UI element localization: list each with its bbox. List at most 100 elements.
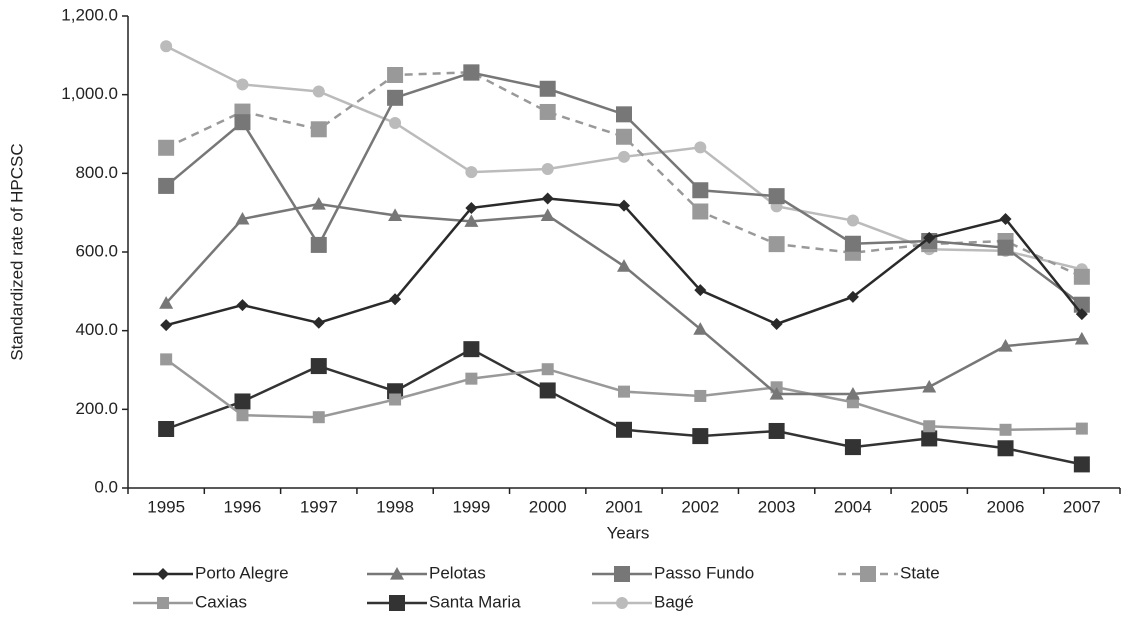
- marker: [617, 259, 631, 272]
- series-line: [165, 70, 1083, 278]
- legend-marker: [157, 597, 169, 609]
- marker: [236, 409, 249, 422]
- marker: [770, 317, 783, 330]
- marker: [312, 411, 325, 424]
- legend-label: Santa Maria: [429, 592, 521, 611]
- x-tick-label: 1998: [376, 497, 414, 516]
- marker: [693, 322, 708, 335]
- marker: [160, 319, 173, 332]
- marker: [846, 214, 859, 227]
- legend-marker: [860, 566, 876, 582]
- marker: [312, 316, 325, 329]
- marker: [923, 231, 936, 244]
- legend-marker: [389, 595, 405, 611]
- marker: [158, 139, 175, 156]
- marker: [616, 128, 632, 145]
- marker: [997, 440, 1014, 457]
- marker: [997, 239, 1014, 256]
- marker: [387, 67, 404, 83]
- legend-label: Caxias: [195, 592, 247, 611]
- marker: [541, 163, 554, 176]
- marker: [539, 103, 556, 120]
- marker: [235, 211, 250, 225]
- marker: [768, 236, 785, 253]
- x-tick-label: 2003: [758, 497, 796, 516]
- y-tick-label: 1,200.0: [61, 5, 118, 24]
- marker: [923, 420, 936, 433]
- marker: [618, 199, 630, 212]
- marker: [844, 439, 861, 456]
- marker: [1073, 456, 1090, 473]
- x-tick-label: 1995: [147, 497, 185, 516]
- marker: [1074, 331, 1089, 345]
- marker: [465, 201, 478, 214]
- marker: [999, 212, 1012, 225]
- y-tick-label: 400.0: [75, 320, 118, 339]
- marker: [158, 421, 175, 437]
- x-tick-label: 2000: [529, 497, 567, 516]
- marker: [310, 236, 327, 253]
- marker: [465, 166, 478, 179]
- marker: [389, 116, 402, 129]
- marker: [311, 197, 326, 210]
- marker: [768, 188, 785, 205]
- x-tick-label: 2007: [1063, 497, 1101, 516]
- y-tick-label: 1,000.0: [61, 84, 118, 103]
- series-line: [165, 347, 1083, 466]
- marker: [618, 385, 630, 398]
- legend-label: State: [900, 563, 940, 582]
- marker: [692, 203, 709, 220]
- marker: [465, 372, 478, 385]
- marker: [768, 422, 785, 439]
- y-tick-label: 0.0: [94, 477, 118, 496]
- marker: [387, 89, 404, 106]
- marker: [694, 389, 707, 402]
- legend-label: Bagé: [654, 592, 694, 611]
- x-tick-label: 1999: [452, 497, 490, 516]
- marker: [234, 114, 251, 131]
- marker: [388, 208, 403, 222]
- marker: [921, 430, 938, 447]
- marker: [389, 293, 402, 306]
- marker: [844, 235, 861, 252]
- marker: [846, 290, 859, 303]
- marker: [310, 358, 327, 375]
- x-tick-label: 2006: [987, 497, 1025, 516]
- marker: [539, 382, 556, 399]
- x-tick-label: 2002: [681, 497, 719, 516]
- marker: [158, 177, 175, 194]
- legend-label: Passo Fundo: [654, 563, 754, 582]
- marker: [998, 339, 1013, 352]
- legend-marker: [390, 567, 404, 580]
- marker: [922, 379, 937, 393]
- marker: [694, 141, 707, 154]
- x-axis-label: Years: [607, 523, 650, 542]
- marker: [769, 386, 784, 400]
- marker: [692, 182, 709, 199]
- marker: [618, 150, 630, 163]
- marker: [616, 421, 632, 438]
- marker: [463, 341, 480, 358]
- x-tick-label: 1997: [300, 497, 338, 516]
- y-axis-label: Standardized rate of HPCSC: [7, 143, 26, 360]
- marker: [694, 284, 707, 297]
- marker: [312, 85, 325, 98]
- x-tick-label: 1996: [224, 497, 262, 516]
- marker: [540, 208, 555, 222]
- legend-marker: [157, 568, 169, 580]
- marker: [234, 393, 251, 410]
- marker: [463, 64, 480, 81]
- marker: [845, 386, 860, 400]
- series-line: [165, 202, 1082, 396]
- legend-marker: [614, 566, 630, 582]
- legend-marker: [616, 597, 628, 609]
- marker: [389, 393, 402, 406]
- marker: [1075, 308, 1088, 321]
- marker: [541, 192, 554, 205]
- marker: [236, 78, 249, 91]
- y-tick-label: 600.0: [75, 241, 118, 260]
- marker: [999, 423, 1012, 436]
- marker: [616, 106, 632, 123]
- marker: [539, 80, 556, 97]
